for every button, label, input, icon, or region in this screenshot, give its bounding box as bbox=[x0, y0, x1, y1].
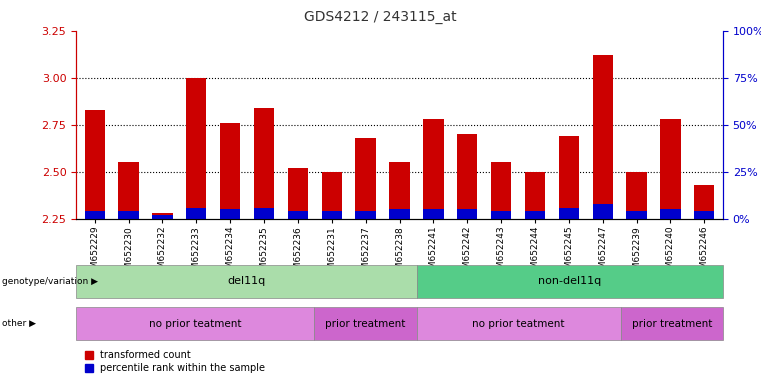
Bar bbox=[119, 162, 139, 219]
Bar bbox=[355, 138, 376, 219]
Bar bbox=[593, 204, 613, 219]
Bar bbox=[694, 185, 715, 219]
Bar bbox=[254, 108, 274, 219]
Bar bbox=[694, 211, 715, 219]
Bar bbox=[390, 210, 409, 219]
Bar bbox=[559, 208, 579, 219]
Bar bbox=[288, 168, 308, 219]
Legend: transformed count, percentile rank within the sample: transformed count, percentile rank withi… bbox=[81, 346, 269, 377]
Bar bbox=[491, 211, 511, 219]
Bar bbox=[457, 210, 477, 219]
Bar bbox=[626, 211, 647, 219]
Bar bbox=[661, 210, 680, 219]
Bar bbox=[355, 211, 376, 219]
Bar bbox=[288, 211, 308, 219]
Bar bbox=[593, 55, 613, 219]
Bar bbox=[457, 134, 477, 219]
Bar bbox=[152, 215, 173, 219]
Bar bbox=[220, 123, 240, 219]
Bar bbox=[423, 210, 444, 219]
Bar bbox=[152, 213, 173, 219]
Bar bbox=[626, 172, 647, 219]
Text: other ▶: other ▶ bbox=[2, 319, 36, 328]
Text: prior treatment: prior treatment bbox=[632, 318, 712, 329]
Bar bbox=[254, 208, 274, 219]
Text: prior treatment: prior treatment bbox=[325, 318, 406, 329]
Bar bbox=[322, 172, 342, 219]
Bar bbox=[119, 211, 139, 219]
Text: no prior teatment: no prior teatment bbox=[149, 318, 241, 329]
Bar bbox=[661, 119, 680, 219]
Text: del11q: del11q bbox=[228, 276, 266, 286]
Bar bbox=[186, 78, 206, 219]
Bar bbox=[84, 110, 105, 219]
Bar bbox=[186, 208, 206, 219]
Text: no prior teatment: no prior teatment bbox=[473, 318, 565, 329]
Bar bbox=[220, 210, 240, 219]
Bar bbox=[322, 211, 342, 219]
Bar bbox=[390, 162, 409, 219]
Text: non-del11q: non-del11q bbox=[538, 276, 601, 286]
Bar bbox=[423, 119, 444, 219]
Text: genotype/variation ▶: genotype/variation ▶ bbox=[2, 277, 97, 286]
Bar bbox=[525, 211, 545, 219]
Bar bbox=[491, 162, 511, 219]
Bar bbox=[525, 172, 545, 219]
Text: GDS4212 / 243115_at: GDS4212 / 243115_at bbox=[304, 10, 457, 23]
Bar bbox=[559, 136, 579, 219]
Bar bbox=[84, 211, 105, 219]
